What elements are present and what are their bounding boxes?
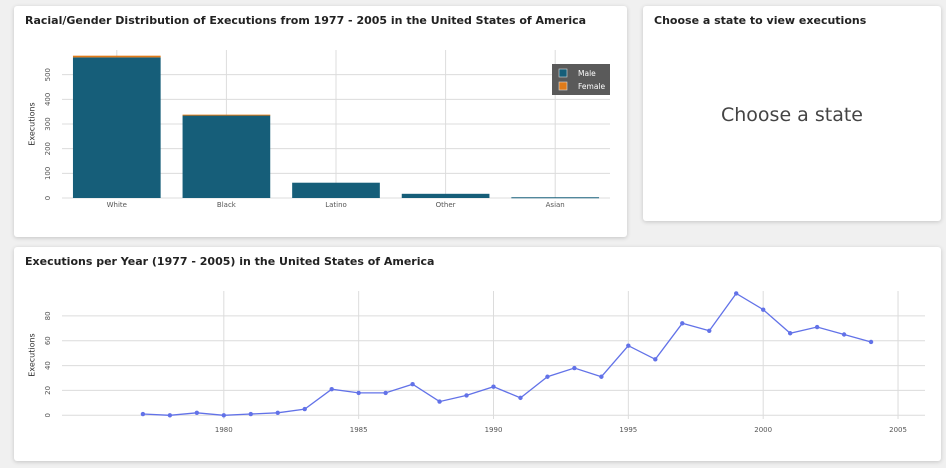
y-tick-label: 500 (44, 68, 52, 81)
y-tick-label: 400 (44, 93, 52, 106)
x-tick-label: 1980 (215, 426, 233, 434)
executions-per-year-line-chart: 0 20 40 60 80 1980 1985 1990 1995 2000 2005 Executi… (28, 291, 925, 434)
y-tick-label: 200 (44, 142, 52, 155)
data-point-1985 (356, 390, 361, 396)
bar-female-white (72, 55, 161, 58)
data-point-1991 (518, 395, 523, 401)
legend-swatch-male (558, 68, 568, 78)
bar-male-black (182, 115, 271, 198)
data-point-1993 (572, 365, 577, 371)
legend-swatch-female (558, 81, 568, 91)
state-panel-title: Choose a state to view executions (654, 14, 867, 27)
data-point-1989 (464, 393, 469, 398)
year-chart-title: Executions per Year (1977 - 2005) in the… (25, 255, 435, 268)
choose-state-placeholder: Choose a state (721, 104, 863, 126)
race-gender-chart-card: Racial/Gender Distribution of Executions… (14, 6, 627, 237)
data-point-1992 (545, 374, 550, 379)
y-tick-label: 300 (44, 117, 52, 130)
x-tick-label: Black (217, 201, 237, 209)
data-point-2001 (787, 331, 793, 336)
data-point-1984 (329, 386, 334, 392)
x-tick-label: Latino (325, 201, 347, 209)
x-tick-label: Asian (546, 201, 565, 209)
legend-label-male: Male (578, 69, 596, 78)
data-point-1986 (383, 390, 388, 396)
data-point-1988 (437, 399, 442, 404)
data-point-1983 (302, 406, 307, 412)
x-tick-label: 1995 (619, 426, 637, 434)
data-point-1981 (248, 411, 253, 417)
y-tick-label: 0 (44, 413, 52, 417)
data-point-2002 (814, 324, 820, 330)
data-point-1982 (275, 410, 280, 415)
data-point-1990 (491, 384, 496, 389)
data-point-2004 (868, 339, 874, 345)
x-tick-label: 1985 (350, 426, 368, 434)
y-tick-label: 100 (44, 167, 52, 180)
legend-label-female: Female (578, 82, 606, 91)
data-point-1987 (410, 382, 415, 387)
bar-male-latino (292, 182, 380, 198)
y-axis-label: Executions (28, 102, 37, 145)
bar-male-other (401, 193, 490, 198)
data-point-1995 (626, 343, 631, 348)
executions-line (142, 292, 872, 416)
data-point-1997 (680, 321, 685, 326)
data-point-1994 (599, 374, 604, 379)
y-tick-label: 0 (44, 196, 52, 200)
data-point-2003 (841, 332, 847, 337)
data-point-1980 (221, 413, 227, 418)
data-point-1978 (167, 413, 173, 418)
x-tick-label: 2000 (754, 426, 772, 434)
bar-male-white (72, 57, 161, 199)
race-chart-title: Racial/Gender Distribution of Executions… (25, 14, 587, 27)
y-tick-label: 20 (44, 386, 52, 395)
y-tick-label: 60 (44, 336, 52, 345)
x-tick-label: Other (436, 201, 456, 209)
y-tick-label: 80 (44, 311, 52, 320)
bar-male-asian (511, 197, 600, 199)
race-gender-bar-chart: 0 100 200 300 400 500 Executions White Black Lati… (28, 50, 610, 209)
x-tick-label: 2005 (889, 426, 907, 434)
executions-per-year-card: Executions per Year (1977 - 2005) in the… (14, 247, 941, 461)
bar-female-black (182, 114, 271, 116)
data-point-2000 (760, 307, 766, 312)
data-point-1977 (140, 411, 146, 417)
data-point-1996 (653, 357, 658, 362)
y-tick-label: 40 (44, 361, 52, 370)
data-point-1998 (707, 328, 712, 333)
data-point-1999 (734, 291, 739, 296)
x-tick-label: 1990 (485, 426, 503, 434)
y-axis-label: Executions (28, 333, 37, 376)
x-tick-label: White (107, 201, 127, 209)
state-selector-card: Choose a state to view executions Choose… (643, 6, 941, 221)
data-point-1979 (194, 410, 200, 415)
